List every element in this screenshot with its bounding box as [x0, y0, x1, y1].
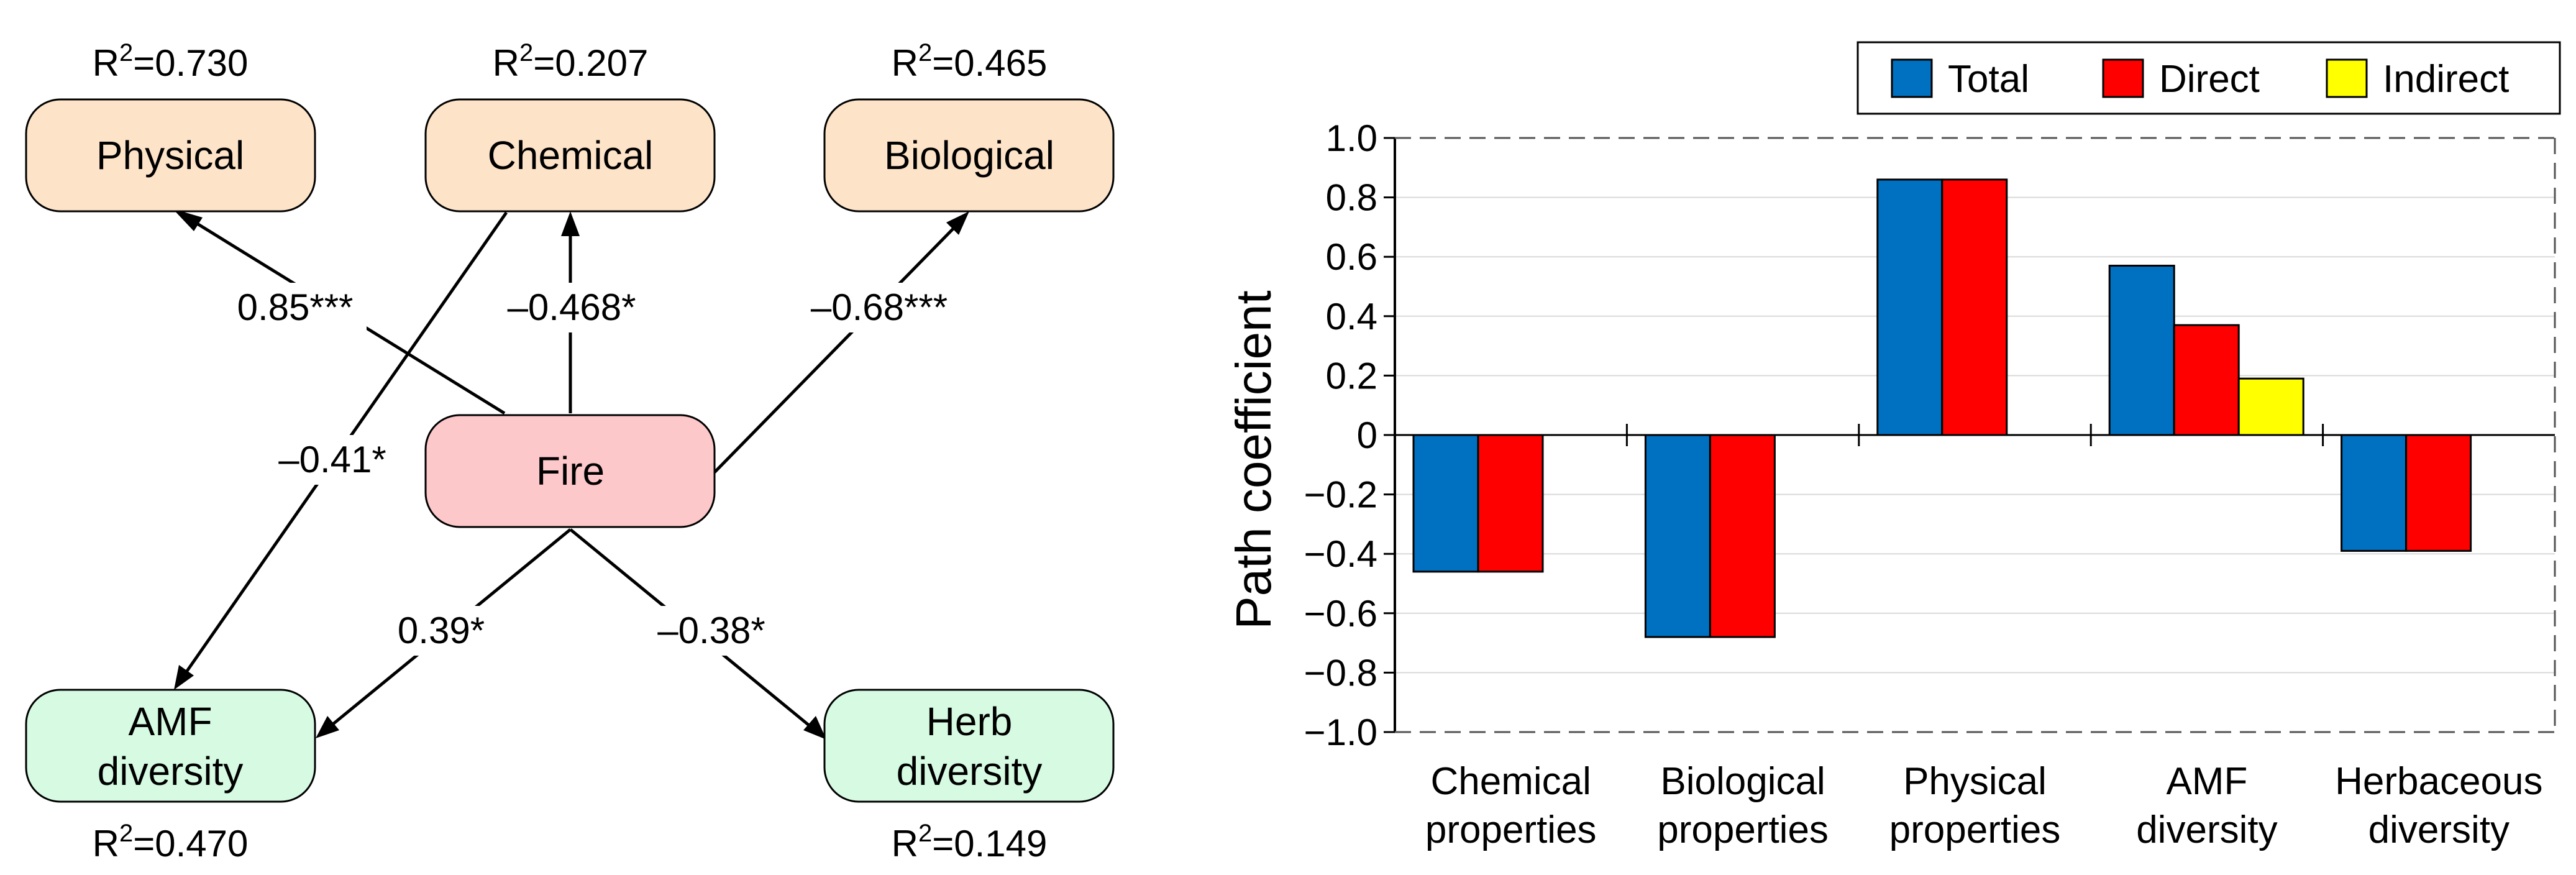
node-physical-label: Physical [96, 133, 244, 178]
label-fire-amf: 0.39* [398, 610, 485, 651]
bar-total [1644, 434, 1711, 638]
label-fire-biological: –0.68*** [811, 286, 948, 328]
bar-direct [1709, 434, 1776, 638]
r2-biological: R2=0.465 [892, 39, 1048, 84]
y-tick-label: 0.8 [1326, 177, 1377, 219]
arrow-head-amf-from-chemical [174, 665, 194, 690]
x-tick-label: Herbaceous [2335, 760, 2542, 803]
arrow-head-chemical [561, 211, 580, 236]
bar-total [1412, 434, 1479, 573]
y-tick-label: −0.8 [1304, 652, 1377, 694]
r2-chemical: R2=0.207 [493, 39, 649, 84]
arrow-head-biological [946, 211, 969, 235]
label-chemical-amf: –0.41* [278, 439, 386, 480]
path-diagram: 0.85*** –0.468* –0.68*** –0.41* 0.39* –0… [25, 39, 1115, 864]
chart-legend: Total Direct Indirect [1857, 41, 2561, 115]
y-tick-label: −1.0 [1304, 712, 1377, 753]
legend-swatch-total [1891, 58, 1933, 98]
x-tick-label: properties [1425, 809, 1597, 851]
label-fire-physical: 0.85*** [237, 286, 354, 328]
bar-direct [2173, 324, 2240, 436]
chart-axes [1384, 137, 2556, 733]
label-fire-herb: –0.38* [657, 610, 765, 651]
y-tick-label: 0.6 [1326, 236, 1377, 278]
x-tick-label: properties [1889, 809, 2061, 851]
bar-total [2341, 434, 2408, 552]
bar-total [2108, 265, 2175, 436]
node-biological-label: Biological [884, 133, 1054, 178]
y-tick-label: −0.6 [1304, 593, 1377, 634]
bar-indirect [2237, 377, 2304, 436]
y-tick-label: −0.4 [1304, 533, 1377, 575]
r2-herb: R2=0.149 [892, 820, 1048, 864]
bar-direct [1477, 434, 1544, 573]
x-tick-label: Chemical [1430, 760, 1591, 803]
bar-direct [2405, 434, 2472, 552]
y-tick-label: 0.4 [1326, 296, 1377, 337]
chart-y-axis-label: Path coefficient [1226, 290, 1281, 630]
node-amf-diversity: AMF diversity [25, 689, 316, 803]
x-tick-label: Biological [1660, 760, 1825, 803]
chart-y-tick-labels: 1.0 0.8 0.6 0.4 0.2 0 −0.2 −0.4 −0.6 −0.8 −1.0 [1304, 117, 1377, 753]
arrow-fire-biological [713, 224, 958, 474]
r2-labels: R2=0.730 R2=0.207 R2=0.465 R2=0.470 R2=0… [93, 39, 1048, 864]
x-tick-label: AMF [2166, 760, 2247, 803]
arrow-head-amf-from-fire [316, 716, 339, 738]
label-fire-chemical: –0.468* [508, 286, 636, 328]
node-herb-line1: Herb [926, 699, 1013, 744]
node-amf-line2: diversity [98, 749, 244, 794]
bar-chart: 1.0 0.8 0.6 0.4 0.2 0 −0.2 −0.4 −0.6 −0.8 −1.0 Che… [1226, 41, 2561, 851]
x-tick-label: diversity [2368, 809, 2510, 851]
node-chemical: Chemical [424, 98, 716, 213]
bar-direct [1941, 178, 2008, 436]
arrow-head-physical [173, 209, 203, 231]
arrow-head-herb [803, 716, 826, 740]
node-amf-line1: AMF [128, 699, 212, 744]
y-tick-label: 0 [1357, 415, 1377, 456]
r2-amf: R2=0.470 [93, 820, 249, 864]
legend-box [1857, 41, 2561, 115]
r2-physical: R2=0.730 [93, 39, 249, 84]
node-herb-line2: diversity [897, 749, 1043, 794]
y-tick-label: 0.2 [1326, 355, 1377, 396]
legend-label-total: Total [1948, 58, 2029, 101]
bar-total [1876, 178, 1943, 436]
node-biological: Biological [823, 98, 1115, 213]
y-tick-label: 1.0 [1326, 117, 1377, 159]
y-tick-label: −0.2 [1304, 474, 1377, 516]
node-physical: Physical [25, 98, 316, 213]
node-fire: Fire [424, 414, 716, 528]
node-fire-label: Fire [536, 449, 605, 493]
x-tick-label: properties [1657, 809, 1829, 851]
x-tick-label: diversity [2136, 809, 2277, 851]
path-labels: 0.85*** –0.468* –0.68*** –0.41* 0.39* –0… [224, 283, 963, 656]
node-chemical-label: Chemical [488, 133, 654, 178]
legend-label-indirect: Indirect [2383, 58, 2509, 101]
legend-swatch-indirect [2326, 58, 2368, 98]
diagram-nodes: Physical Chemical Biological Fire AMF di… [25, 98, 1115, 803]
legend-label-direct: Direct [2159, 58, 2260, 101]
chart-x-tick-labels: Chemical properties Biological properties Ph… [1425, 760, 2543, 851]
node-herb-diversity: Herb diversity [823, 689, 1115, 803]
chart-bars [1412, 178, 2472, 638]
legend-swatch-direct [2102, 58, 2144, 98]
x-tick-label: Physical [1903, 760, 2047, 803]
